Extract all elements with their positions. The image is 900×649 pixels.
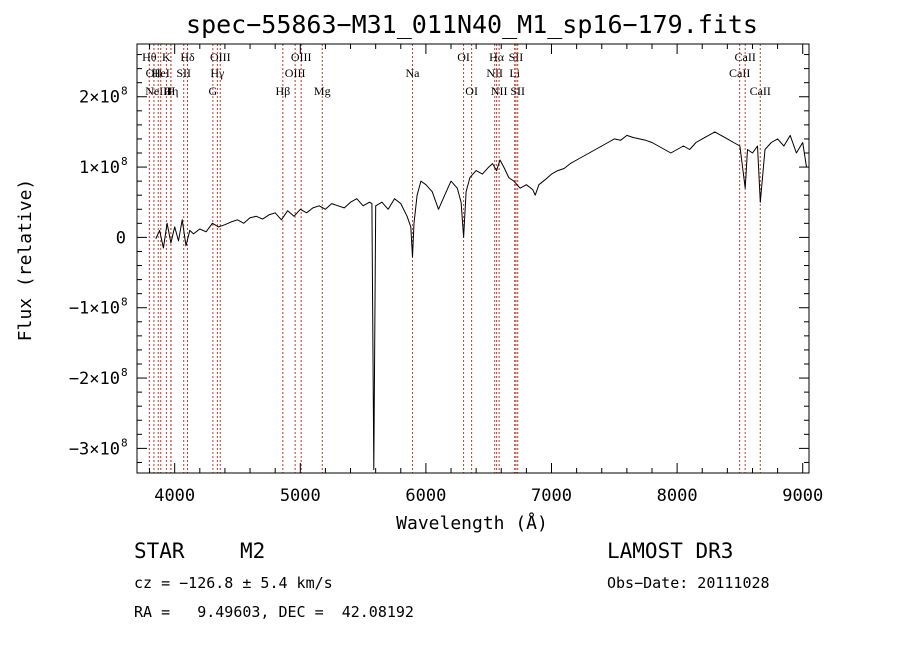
y-tick-exponent: 8	[121, 155, 128, 168]
y-tick-label: 2×10	[79, 88, 120, 108]
spectral-line-label: OI	[457, 50, 470, 64]
survey-name: LAMOST DR3	[607, 539, 734, 563]
spectral-line-label: OIII	[291, 50, 312, 64]
x-tick-label: 7000	[531, 486, 572, 506]
spectrum-line	[155, 131, 807, 470]
spectral-line-label: H	[167, 84, 176, 98]
plot-frame	[136, 43, 810, 474]
spectral-line-label: G	[209, 84, 218, 98]
y-tick-exponent: 8	[121, 436, 128, 449]
y-tick-label: 1×10	[79, 158, 120, 178]
spectral-line-label: SII	[510, 84, 525, 98]
y-axis: 2×10 81×10 80−1×10 8−2×10 8−3×10 8	[69, 54, 809, 463]
spectral-line-label: Hγ	[210, 66, 225, 80]
x-tick-label: 4000	[154, 486, 195, 506]
spectral-line-label: SII	[176, 66, 191, 80]
spectral-line-label: OIII	[285, 66, 306, 80]
y-tick-exponent: 8	[121, 85, 128, 98]
object-subclass: M2	[240, 539, 266, 563]
y-tick-label: −1×10	[69, 299, 120, 319]
spectral-line-label: CaII	[729, 66, 750, 80]
y-tick-exponent: 8	[121, 296, 128, 309]
observation-date: Obs−Date: 20111028	[607, 574, 770, 592]
object-class: STAR	[134, 539, 185, 563]
spectral-line-label: NII	[491, 84, 508, 98]
spectral-line-label: Hθ	[142, 50, 157, 64]
x-tick-label: 5000	[280, 486, 321, 506]
ra-dec-coordinates: RA = 9.49603, DEC = 42.08192	[134, 603, 414, 621]
spectral-line-label: CaII	[750, 84, 771, 98]
y-tick-label: −2×10	[69, 369, 120, 389]
spectral-line-label: CaII	[735, 50, 756, 64]
spectral-line-label: Hα	[489, 50, 505, 64]
redshift-cz: cz = −126.8 ± 5.4 km/s	[134, 574, 333, 592]
spectral-line-label: Hδ	[180, 50, 195, 64]
emission-line-markers: HθOIINeIIIHeIKHHηSIIHδGHγOIIIHβOIIIOIIIM…	[142, 44, 771, 473]
spectral-line-label: OI	[465, 84, 478, 98]
spectral-line-label: OIII	[210, 50, 231, 64]
y-axis-label: Flux (relative)	[15, 179, 36, 342]
spectral-line-label: NII	[486, 66, 503, 80]
x-tick-label: 6000	[405, 486, 446, 506]
y-tick-label: 0	[116, 228, 126, 248]
spectral-line-label: Hβ	[275, 84, 290, 98]
spectrum-series	[155, 131, 807, 470]
y-tick-label: −3×10	[69, 439, 120, 459]
spectral-line-label: SII	[509, 50, 524, 64]
x-tick-label: 8000	[657, 486, 698, 506]
spectral-line-label: HeI	[152, 66, 170, 80]
spectral-line-label: Mg	[314, 84, 331, 98]
spectral-line-label: Hη	[163, 84, 178, 98]
chart-title: spec−55863−M31_011N40_M1_sp16−179.fits	[186, 10, 758, 39]
x-tick-label: 9000	[782, 486, 823, 506]
x-axis: 4000 5000 6000 7000 8000 9000	[149, 44, 823, 506]
y-tick-exponent: 8	[121, 366, 128, 379]
spectral-line-label: Na	[405, 66, 420, 80]
x-axis-label: Wavelength (Å)	[396, 512, 548, 534]
spectral-line-label: Li	[509, 66, 520, 80]
spectral-line-label: K	[162, 50, 171, 64]
spectral-line-label: NeIII	[145, 84, 171, 98]
